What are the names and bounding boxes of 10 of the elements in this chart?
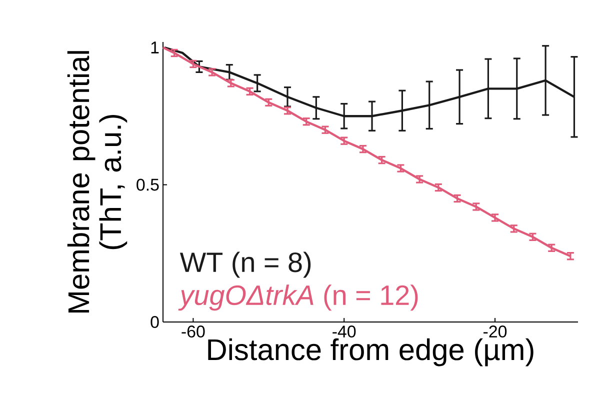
x-tick-label: -20 bbox=[484, 326, 507, 338]
text: yugOΔtrkA (n = 12) bbox=[178, 284, 418, 311]
x-tick-label: -60 bbox=[182, 326, 205, 338]
text: WT (n = 8) bbox=[180, 252, 311, 278]
y-tick-label: 1 bbox=[151, 42, 159, 54]
y-tick-label: 0.5 bbox=[136, 178, 159, 191]
x-axis-title: Distance from edge (µm) bbox=[208, 338, 534, 366]
y-tick-label: 0 bbox=[150, 316, 159, 328]
y-axis-title: Membrane potential (ThT, a.u.) bbox=[67, 51, 128, 312]
x-tick-label: -40 bbox=[332, 326, 356, 338]
